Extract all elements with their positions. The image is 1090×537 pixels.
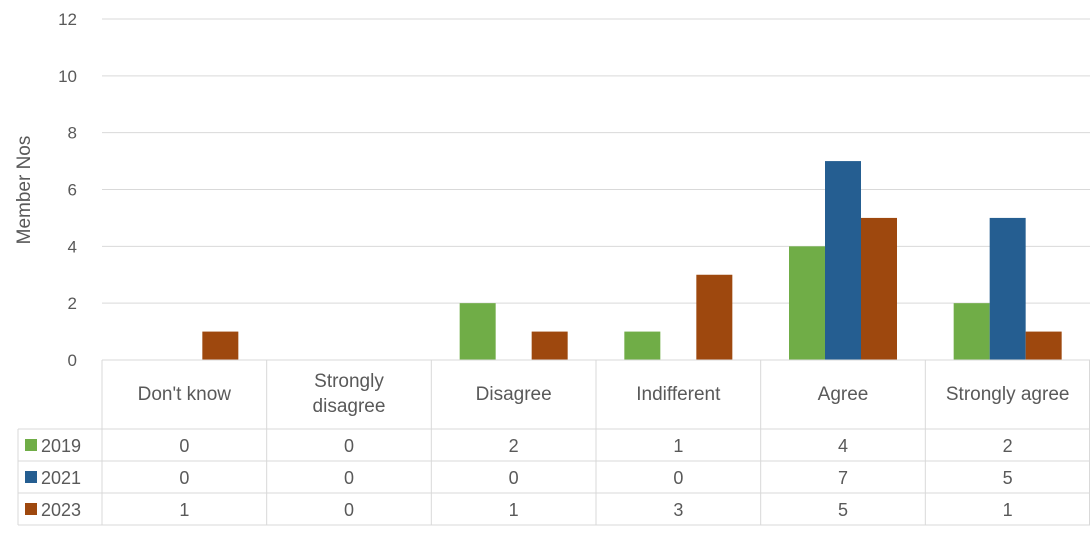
bar-2021 bbox=[989, 217, 1026, 360]
table-value: 1 bbox=[673, 436, 683, 456]
table-value: 1 bbox=[1003, 500, 1013, 520]
category-label: Strongly agree bbox=[946, 384, 1070, 405]
table-value: 0 bbox=[509, 468, 519, 488]
category-label: Don't know bbox=[138, 384, 232, 405]
category-label: Strongly disagree bbox=[313, 371, 386, 417]
table-value: 5 bbox=[1003, 468, 1013, 488]
y-tick-label: 8 bbox=[68, 124, 77, 143]
bar-2019 bbox=[459, 303, 496, 360]
y-axis-label: Member Nos bbox=[14, 136, 35, 245]
y-tick-label: 0 bbox=[68, 351, 77, 370]
bar-2019 bbox=[789, 246, 825, 360]
table-value: 0 bbox=[179, 468, 189, 488]
category-label: Indifferent bbox=[636, 384, 721, 405]
gridlines bbox=[102, 18, 1090, 304]
legend-swatch-2019 bbox=[25, 439, 37, 451]
table-value: 1 bbox=[179, 500, 189, 520]
legend-swatch-2023 bbox=[25, 503, 37, 515]
bar-2019 bbox=[624, 331, 661, 360]
table-value: 3 bbox=[673, 500, 683, 520]
table-value: 2 bbox=[1003, 436, 1013, 456]
bar-2023 bbox=[861, 217, 897, 360]
series-name: 2023 bbox=[41, 500, 81, 520]
table-value: 0 bbox=[344, 468, 354, 488]
table-value: 7 bbox=[838, 468, 848, 488]
bar-2023 bbox=[696, 274, 733, 360]
table-value: 0 bbox=[344, 500, 354, 520]
table-value: 4 bbox=[838, 436, 848, 456]
bar-2023 bbox=[1025, 331, 1062, 360]
y-tick-label: 10 bbox=[58, 67, 77, 86]
table-value: 2 bbox=[509, 436, 519, 456]
legend-swatch-2021 bbox=[25, 471, 37, 483]
bar-2023 bbox=[202, 331, 239, 360]
data-table: Don't know Strongly disagree Disagree Indiff… bbox=[17, 359, 1090, 526]
y-tick-label: 4 bbox=[68, 237, 77, 256]
table-value: 5 bbox=[838, 500, 848, 520]
y-tick-label: 6 bbox=[68, 181, 77, 200]
table-value: 0 bbox=[179, 436, 189, 456]
table-value: 0 bbox=[344, 436, 354, 456]
bars bbox=[202, 161, 1062, 360]
category-label: Agree bbox=[818, 384, 869, 405]
bar-2019 bbox=[953, 303, 990, 360]
y-tick-label: 12 bbox=[58, 10, 77, 29]
bar-2023 bbox=[531, 331, 568, 360]
y-tick-labels: 0 2 4 6 8 10 12 bbox=[58, 10, 77, 370]
table-value: 1 bbox=[509, 500, 519, 520]
table-value: 0 bbox=[673, 468, 683, 488]
series-name: 2021 bbox=[41, 468, 81, 488]
y-tick-label: 2 bbox=[68, 294, 77, 313]
bar-2021 bbox=[825, 161, 861, 360]
series-name: 2019 bbox=[41, 436, 81, 456]
category-label: Disagree bbox=[476, 384, 552, 405]
